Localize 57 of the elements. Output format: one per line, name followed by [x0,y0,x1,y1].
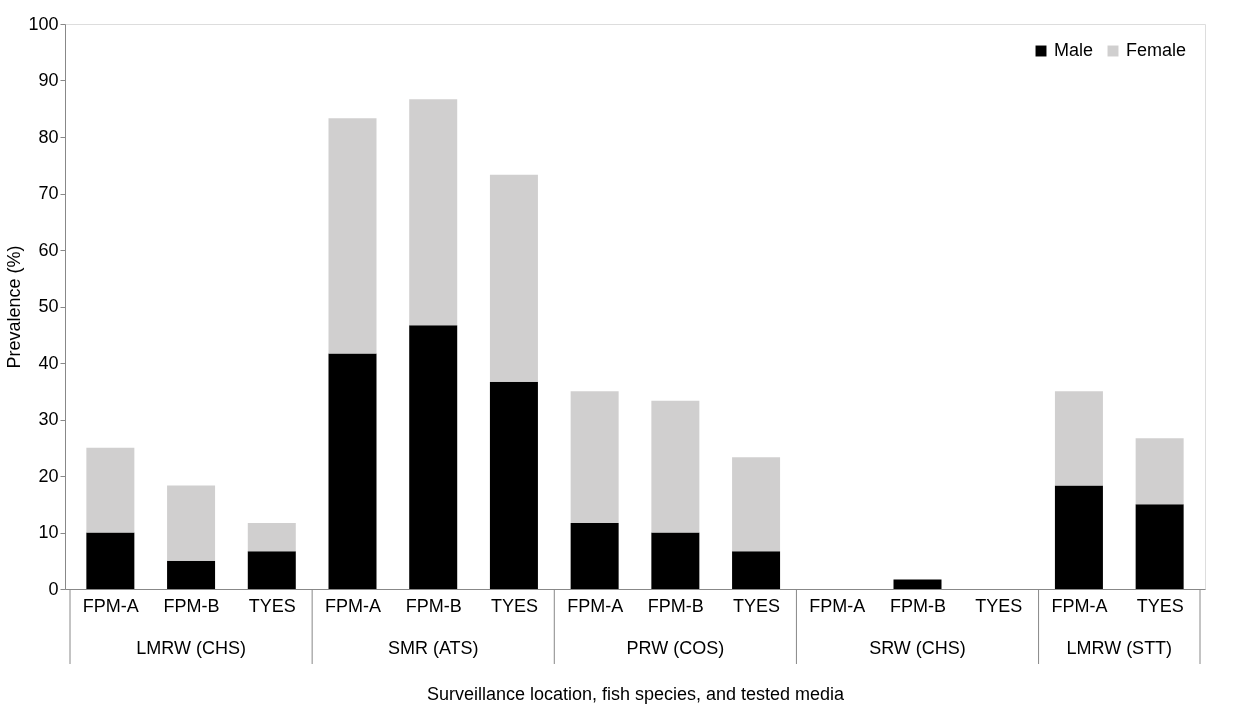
bar [893,579,942,589]
y-tick-label: 20 [38,465,59,486]
text: LMRW (STT) [1066,638,1173,658]
bar [570,522,619,589]
y-tick-label: 60 [38,239,59,260]
bar [1054,485,1103,589]
bar [409,99,458,326]
y-tick-label: 80 [38,126,59,147]
bar [651,532,700,589]
text: SRW (CHS) [869,638,966,658]
x-tick-label: FPM-A [82,595,139,616]
bar [489,174,538,382]
x-tick-label: FPM-A [325,595,381,616]
legend-label: Male [1054,40,1094,60]
bar [732,551,781,589]
text: PRW (COS) [626,638,725,658]
bar [489,381,538,589]
bar [247,551,296,589]
text: LMRW (CHS) [136,638,246,658]
y-tick-label: 90 [38,70,59,90]
y-tick-label: 50 [38,296,59,316]
bar [247,522,296,552]
bar [409,325,458,589]
x-tick-label: TYES [733,595,781,616]
bar [651,400,700,533]
bar [328,118,377,354]
x-tick-label: FPM-A [567,595,624,616]
x-tick-label: FPM-A [809,595,866,616]
bar [1054,391,1103,486]
bar [167,485,216,561]
legend-label: Female [1126,40,1187,60]
x-tick-label: TYES [490,595,538,616]
y-tick-label: 70 [38,183,59,203]
bar [570,391,619,523]
y-tick-label: 10 [38,522,59,542]
x-tick-label: FPM-B [647,595,704,616]
y-tick-label: 30 [38,409,59,429]
x-axis-title: Surveillance location, fish species, and tested media [426,683,846,704]
x-tick-label: FPM-B [163,595,220,616]
y-tick-label: 0 [48,578,59,599]
x-tick-label: FPM-A [1051,595,1108,616]
y-tick-label: 100 [28,13,59,34]
bar [86,532,135,589]
text: SMR (ATS) [387,638,479,658]
x-tick-label: TYES [1136,595,1184,616]
bar [732,457,781,552]
y-axis-title: Prevalence (%) [4,245,25,369]
bar [328,353,377,589]
bar [1135,504,1184,589]
x-tick-label: TYES [248,595,296,616]
x-tick-label: TYES [975,595,1023,616]
bar [1135,438,1184,505]
bar [86,447,135,533]
y-tick-label: 40 [38,352,59,373]
x-tick-label: FPM-B [890,595,946,616]
bar [167,560,216,589]
x-tick-label: FPM-B [405,595,462,616]
